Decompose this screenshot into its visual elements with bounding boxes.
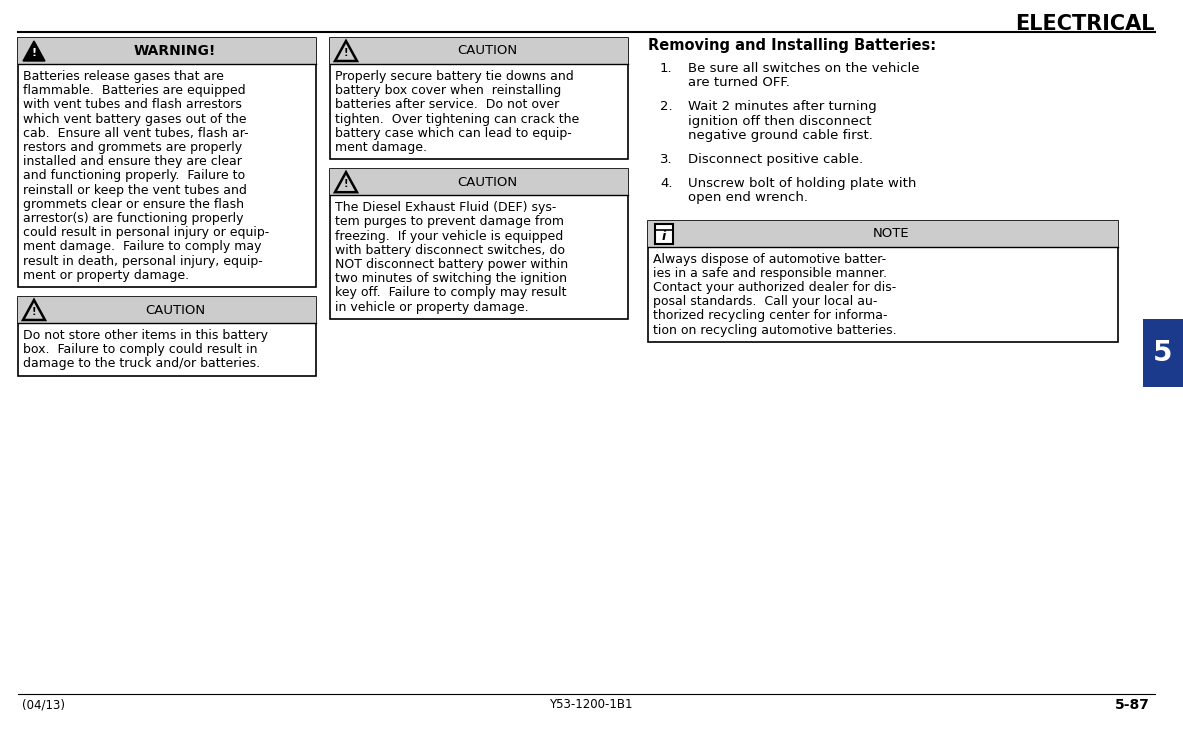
Text: two minutes of switching the ignition: two minutes of switching the ignition bbox=[335, 272, 567, 285]
Bar bbox=[18, 297, 316, 376]
Text: 3.: 3. bbox=[660, 153, 673, 166]
Text: 2.: 2. bbox=[660, 100, 673, 113]
Text: Always dispose of automotive batter-: Always dispose of automotive batter- bbox=[653, 253, 886, 266]
Text: tion on recycling automotive batteries.: tion on recycling automotive batteries. bbox=[653, 324, 897, 337]
Text: 1.: 1. bbox=[660, 62, 673, 75]
Bar bbox=[18, 38, 316, 287]
Text: freezing.  If your vehicle is equipped: freezing. If your vehicle is equipped bbox=[335, 230, 563, 242]
Text: which vent battery gases out of the: which vent battery gases out of the bbox=[22, 113, 246, 126]
Text: ELECTRICAL: ELECTRICAL bbox=[1015, 14, 1155, 34]
Text: Batteries release gases that are: Batteries release gases that are bbox=[22, 70, 224, 83]
Text: !: ! bbox=[344, 179, 348, 189]
Text: Be sure all switches on the vehicle: Be sure all switches on the vehicle bbox=[689, 62, 919, 75]
Bar bbox=[18, 38, 316, 64]
Text: cab.  Ensure all vent tubes, flash ar-: cab. Ensure all vent tubes, flash ar- bbox=[22, 127, 248, 140]
Text: grommets clear or ensure the flash: grommets clear or ensure the flash bbox=[22, 198, 244, 211]
Text: ment or property damage.: ment or property damage. bbox=[22, 269, 189, 282]
Text: CAUTION: CAUTION bbox=[457, 45, 517, 58]
Bar bbox=[1143, 319, 1183, 387]
Text: ies in a safe and responsible manner.: ies in a safe and responsible manner. bbox=[653, 266, 887, 280]
Text: Disconnect positive cable.: Disconnect positive cable. bbox=[689, 153, 864, 166]
Text: arrestor(s) are functioning properly: arrestor(s) are functioning properly bbox=[22, 212, 244, 225]
Text: restors and grommets are properly: restors and grommets are properly bbox=[22, 141, 243, 154]
Text: and functioning properly.  Failure to: and functioning properly. Failure to bbox=[22, 169, 245, 182]
Text: reinstall or keep the vent tubes and: reinstall or keep the vent tubes and bbox=[22, 184, 247, 197]
Text: key off.  Failure to comply may result: key off. Failure to comply may result bbox=[335, 286, 567, 299]
Text: !: ! bbox=[344, 48, 348, 58]
Bar bbox=[648, 220, 1118, 342]
Text: ment damage.  Failure to comply may: ment damage. Failure to comply may bbox=[22, 240, 261, 253]
Text: !: ! bbox=[32, 48, 37, 58]
Text: WARNING!: WARNING! bbox=[134, 44, 216, 58]
Text: box.  Failure to comply could result in: box. Failure to comply could result in bbox=[22, 343, 258, 356]
Text: posal standards.  Call your local au-: posal standards. Call your local au- bbox=[653, 295, 878, 308]
Text: batteries after service.  Do not over: batteries after service. Do not over bbox=[335, 98, 560, 111]
Text: with battery disconnect switches, do: with battery disconnect switches, do bbox=[335, 244, 565, 257]
Bar bbox=[648, 220, 1118, 247]
Text: ment damage.: ment damage. bbox=[335, 141, 427, 154]
Bar bbox=[18, 297, 316, 323]
Text: thorized recycling center for informa-: thorized recycling center for informa- bbox=[653, 310, 887, 322]
Polygon shape bbox=[22, 41, 45, 61]
Text: flammable.  Batteries are equipped: flammable. Batteries are equipped bbox=[22, 84, 246, 97]
Text: could result in personal injury or equip-: could result in personal injury or equip… bbox=[22, 226, 270, 239]
Bar bbox=[330, 38, 628, 64]
Text: tighten.  Over tightening can crack the: tighten. Over tightening can crack the bbox=[335, 113, 580, 126]
Bar bbox=[655, 223, 673, 244]
Bar bbox=[330, 38, 628, 159]
Text: i: i bbox=[661, 230, 666, 243]
Text: Unscrew bolt of holding plate with: Unscrew bolt of holding plate with bbox=[689, 177, 917, 190]
Text: tem purges to prevent damage from: tem purges to prevent damage from bbox=[335, 215, 564, 228]
Text: CAUTION: CAUTION bbox=[146, 304, 205, 316]
Polygon shape bbox=[22, 300, 45, 320]
Text: 5: 5 bbox=[1153, 339, 1172, 367]
Text: NOTE: NOTE bbox=[873, 227, 910, 240]
Polygon shape bbox=[335, 172, 357, 193]
Text: 4.: 4. bbox=[660, 177, 672, 190]
Text: Properly secure battery tie downs and: Properly secure battery tie downs and bbox=[335, 70, 574, 83]
Text: 5-87: 5-87 bbox=[1116, 698, 1150, 712]
Text: Wait 2 minutes after turning: Wait 2 minutes after turning bbox=[689, 100, 877, 113]
Text: Do not store other items in this battery: Do not store other items in this battery bbox=[22, 329, 269, 342]
Bar bbox=[330, 169, 628, 319]
Text: (04/13): (04/13) bbox=[22, 698, 65, 711]
Text: in vehicle or property damage.: in vehicle or property damage. bbox=[335, 301, 529, 313]
Text: battery case which can lead to equip-: battery case which can lead to equip- bbox=[335, 127, 571, 140]
Text: Y53-1200-1B1: Y53-1200-1B1 bbox=[549, 698, 633, 711]
Text: Removing and Installing Batteries:: Removing and Installing Batteries: bbox=[648, 38, 936, 53]
Text: The Diesel Exhaust Fluid (DEF) sys-: The Diesel Exhaust Fluid (DEF) sys- bbox=[335, 201, 556, 214]
Text: Contact your authorized dealer for dis-: Contact your authorized dealer for dis- bbox=[653, 281, 897, 294]
Text: installed and ensure they are clear: installed and ensure they are clear bbox=[22, 155, 241, 168]
Text: ignition off then disconnect: ignition off then disconnect bbox=[689, 115, 872, 127]
Text: NOT disconnect battery power within: NOT disconnect battery power within bbox=[335, 258, 568, 271]
Text: battery box cover when  reinstalling: battery box cover when reinstalling bbox=[335, 84, 561, 97]
Text: damage to the truck and/or batteries.: damage to the truck and/or batteries. bbox=[22, 357, 260, 370]
Text: CAUTION: CAUTION bbox=[457, 176, 517, 189]
Text: negative ground cable first.: negative ground cable first. bbox=[689, 129, 873, 142]
Text: open end wrench.: open end wrench. bbox=[689, 191, 808, 204]
Text: result in death, personal injury, equip-: result in death, personal injury, equip- bbox=[22, 255, 263, 268]
Text: with vent tubes and flash arrestors: with vent tubes and flash arrestors bbox=[22, 98, 241, 111]
Text: !: ! bbox=[32, 307, 37, 317]
Polygon shape bbox=[335, 41, 357, 61]
Text: are turned OFF.: are turned OFF. bbox=[689, 76, 790, 89]
Bar bbox=[330, 169, 628, 195]
